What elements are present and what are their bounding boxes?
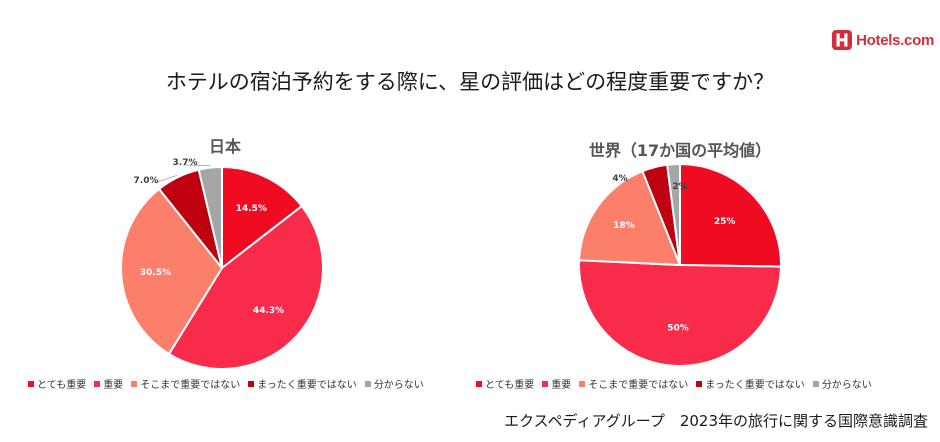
japan-chart-title: 日本: [208, 137, 241, 156]
world-legend-swatch: [476, 380, 482, 387]
hotels-com-logo: Hotels.com: [832, 30, 934, 50]
source-note: エクスペディアグループ 2023年の旅行に関する国際意識調査: [504, 412, 928, 430]
japan-legend-swatch: [131, 380, 138, 387]
world-legend-item: 重要: [542, 376, 571, 391]
world-legend-label: そこまで重要ではない: [588, 380, 689, 391]
japan-legend-item: 分からない: [364, 376, 424, 391]
world-chart-title: 世界（17か国の平均値）: [588, 141, 772, 160]
japan-slice-4: [197, 165, 223, 269]
world-legend: とても重要 重要 そこまで重要ではない まったく重要ではない 分からない: [476, 376, 875, 391]
japan-slice-label-3: 7.0%: [134, 176, 159, 186]
world-legend-label: とても重要: [485, 380, 535, 391]
brand-name: Hotels.com: [856, 31, 934, 49]
page-title: ホテルの宿泊予約をする際に、星の評価はどの程度重要ですか？: [165, 70, 775, 94]
japan-legend-label: とても重要: [37, 380, 87, 391]
japan-legend-label: そこまで重要ではない: [140, 380, 241, 391]
world-legend-item: 分からない: [812, 376, 872, 391]
world-legend-label: 分からない: [821, 380, 872, 391]
japan-leader-3: [153, 174, 178, 184]
japan-legend: とても重要 重要 そこまで重要ではない まったく重要ではない 分からない: [28, 376, 427, 391]
japan-legend-swatch: [364, 380, 371, 387]
japan-legend-item: そこまで重要ではない: [131, 376, 240, 391]
japan-legend-item: 重要: [94, 376, 123, 391]
japan-legend-label: 分からない: [373, 380, 424, 391]
world-legend-swatch: [542, 380, 549, 387]
japan-slice-2: [120, 187, 224, 356]
world-slice-label-0: 25%: [714, 217, 736, 227]
world-legend-item: とても重要: [476, 376, 534, 391]
japan-leader-4: [182, 164, 211, 167]
world-slice-label-1: 50%: [667, 324, 689, 334]
japan-slice-0: [221, 165, 304, 271]
world-legend-label: まったく重要ではない: [705, 380, 805, 391]
japan-legend-item: とても重要: [28, 376, 86, 391]
world-slice-label-3: 4%: [612, 174, 627, 184]
world-legend-swatch: [696, 380, 703, 387]
world-legend-swatch: [579, 380, 586, 387]
japan-legend-label: まったく重要ではない: [257, 380, 357, 391]
world-slice-label-4: 2%: [672, 182, 687, 192]
world-slice-0: [679, 162, 782, 268]
japan-slice-label-2: 30.5%: [140, 268, 171, 278]
japan-legend-swatch: [94, 380, 101, 387]
japan-legend-swatch: [248, 380, 255, 387]
world-slice-label-2: 18%: [613, 221, 635, 231]
world-legend-item: そこまで重要ではない: [579, 376, 688, 391]
japan-slice-label-4: 3.7%: [173, 158, 198, 168]
world-legend-item: まったく重要ではない: [696, 376, 805, 391]
world-slice-4: [666, 162, 681, 266]
world-slice-1: [578, 259, 783, 367]
japan-slice-label-0: 14.5%: [236, 204, 267, 214]
japan-slice-label-1: 44.3%: [253, 306, 284, 316]
world-legend-label: 重要: [551, 380, 572, 391]
japan-legend-item: まったく重要ではない: [248, 376, 357, 391]
japan-legend-label: 重要: [103, 380, 124, 391]
japan-legend-swatch: [28, 380, 34, 387]
japan-slice-1: [167, 204, 324, 370]
world-slice-2: [578, 169, 682, 267]
world-legend-swatch: [812, 380, 819, 387]
hotels-logo-icon: [832, 30, 853, 50]
